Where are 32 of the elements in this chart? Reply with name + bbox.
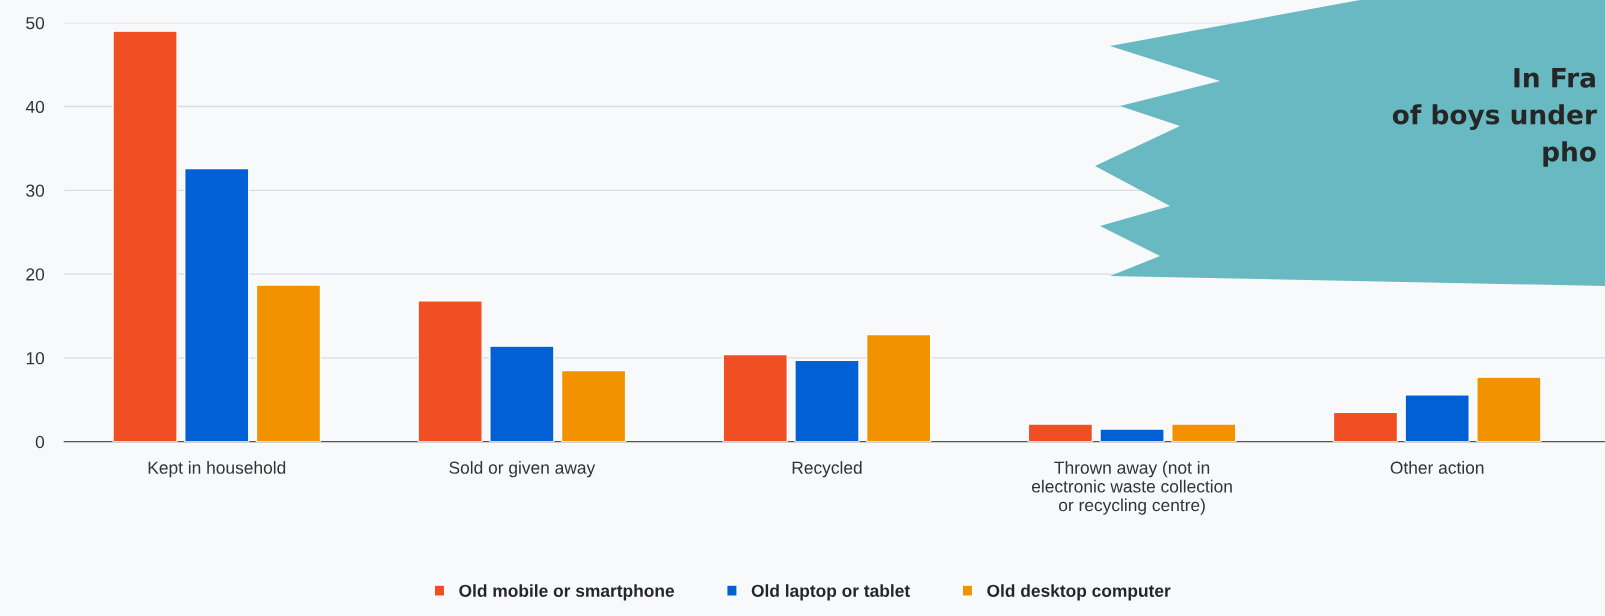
bar bbox=[1476, 376, 1542, 442]
bar bbox=[560, 369, 627, 442]
legend-label: Old mobile or smartphone bbox=[459, 584, 675, 601]
y-tick-label: 40 bbox=[25, 100, 45, 114]
bar bbox=[1027, 423, 1094, 442]
y-tick-label: 30 bbox=[26, 184, 45, 197]
x-tick-label: Kept in household bbox=[148, 461, 286, 478]
bar bbox=[1404, 394, 1470, 442]
y-tick-label: 0 bbox=[35, 435, 45, 449]
x-tick-label: Other action bbox=[1390, 461, 1484, 474]
annotation: of boys under bbox=[1392, 104, 1597, 130]
x-tick-label: Sold or given away bbox=[449, 461, 596, 478]
bar bbox=[865, 333, 932, 442]
bar bbox=[1332, 411, 1399, 442]
bar bbox=[1099, 428, 1165, 442]
bar bbox=[255, 284, 322, 442]
legend-label: Old laptop or tablet bbox=[751, 584, 910, 601]
annotation: In Fra bbox=[1514, 68, 1595, 88]
bar bbox=[722, 353, 789, 442]
legend-label: Old desktop computer bbox=[987, 584, 1171, 601]
y-tick-label: 10 bbox=[26, 352, 45, 365]
bar bbox=[489, 345, 555, 442]
bar bbox=[184, 167, 250, 442]
x-tick-label: Recycled bbox=[792, 461, 862, 478]
bar bbox=[794, 359, 860, 442]
bar bbox=[1171, 423, 1237, 442]
y-tick-label: 50 bbox=[26, 16, 45, 30]
bar bbox=[112, 30, 178, 442]
annotation: pho bbox=[1543, 141, 1596, 167]
bar bbox=[417, 300, 483, 442]
x-tick-label: Thrown away (not in electronic waste collection or recycling centre) bbox=[1031, 461, 1232, 515]
y-tick-label: 20 bbox=[26, 268, 45, 281]
